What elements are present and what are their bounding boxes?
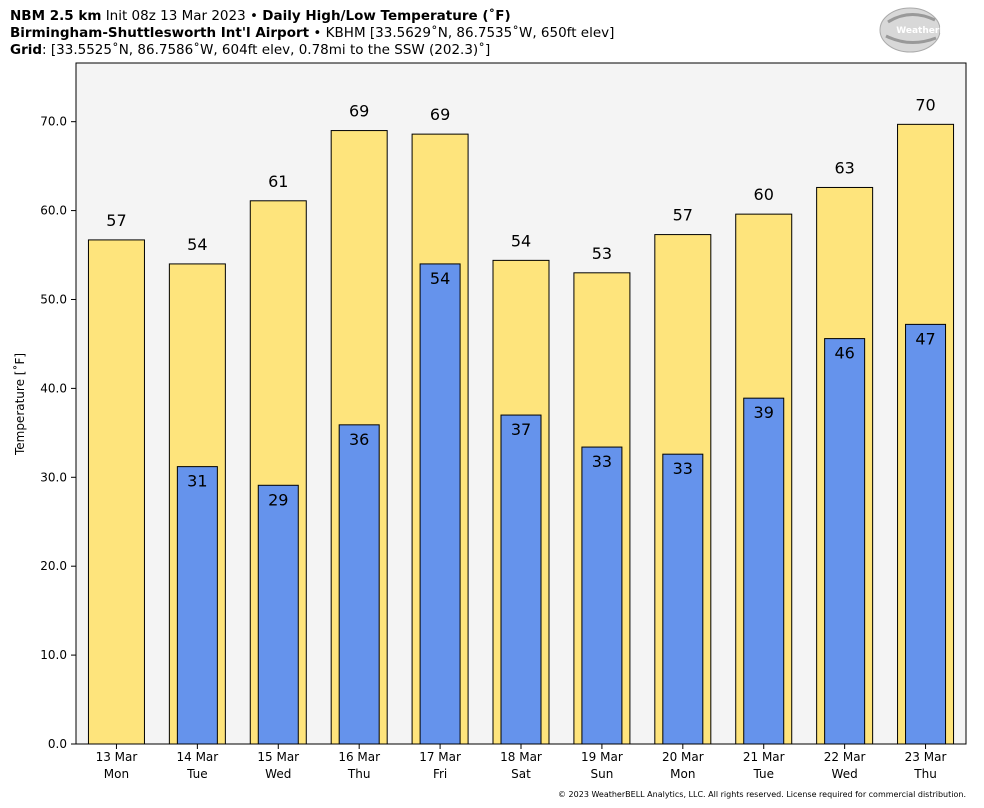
x-tick-sublabel: Mon [104,767,129,781]
grid-info: : [33.5525˚N, 86.7586˚W, 604ft elev, 0.7… [42,41,490,58]
value-label: 29 [268,490,288,509]
x-tick-label: 16 Mar [338,750,380,764]
copyright: © 2023 WeatherBELL Analytics, LLC. All r… [558,790,966,799]
x-tick-label: 19 Mar [581,750,623,764]
bar [662,453,704,745]
x-tick-label: 20 Mar [662,750,704,764]
bar [500,414,542,745]
value-label: 33 [592,452,612,471]
y-tick-label: 50.0 [40,292,67,306]
logo-swirl [885,13,937,44]
bar [419,263,461,745]
bar [338,424,380,745]
x-tick-label: 15 Mar [257,750,299,764]
x-tick-sublabel: Tue [752,767,774,781]
bar [87,239,145,745]
station-name: Birmingham-Shuttlesworth Int'l Airport [10,25,310,41]
value-label: 54 [511,231,531,250]
station-line: Birmingham-Shuttlesworth Int'l Airport •… [10,24,614,41]
value-label: 57 [673,206,693,225]
value-label: 39 [754,403,774,422]
model: NBM 2.5 km [10,8,101,24]
x-tick-label: 17 Mar [419,750,461,764]
value-label: 54 [187,235,207,254]
value-label: 69 [349,102,369,121]
value-label: 46 [834,344,854,363]
value-label: 60 [754,185,774,204]
y-tick-label: 30.0 [40,470,67,484]
grid-line-info: Grid: [33.5525˚N, 86.7586˚W, 604ft elev,… [10,41,490,58]
y-tick-label: 10.0 [40,648,67,662]
x-tick-label: 14 Mar [176,750,218,764]
chart-title: Daily High/Low Temperature (˚F) [262,7,510,24]
x-tick-sublabel: Mon [670,767,695,781]
x-tick-sublabel: Sun [590,767,613,781]
station: KBHM [33.5629˚N, 86.7535˚W, 650ft elev] [326,24,615,41]
bar [581,446,623,745]
separator: • [313,25,321,41]
x-tick-sublabel: Thu [347,767,371,781]
x-tick-sublabel: Wed [265,767,291,781]
y-tick-label: 20.0 [40,559,67,573]
y-tick-label: 60.0 [40,204,67,218]
x-tick-label: 22 Mar [824,750,866,764]
bar [743,397,785,745]
x-tick-label: 21 Mar [743,750,785,764]
x-tick-label: 13 Mar [96,750,138,764]
x-tick-sublabel: Fri [433,767,447,781]
x-tick-sublabel: Thu [913,767,937,781]
value-label: 63 [834,158,854,177]
logo-text: WeatherBELL [896,26,964,36]
y-axis-label: Temperature [˚F] [12,353,27,456]
separator: • [250,8,258,24]
value-label: 47 [915,329,935,348]
value-label: 33 [673,459,693,478]
init: Init 08z 13 Mar 2023 [106,8,246,24]
value-label: 36 [349,430,369,449]
x-tick-sublabel: Sat [511,767,531,781]
x-tick-label: 23 Mar [905,750,947,764]
y-tick-label: 70.0 [40,115,67,129]
bar [176,466,218,745]
value-label: 57 [106,211,126,230]
x-tick-sublabel: Tue [186,767,208,781]
bar [824,338,866,745]
x-tick-label: 18 Mar [500,750,542,764]
logo: WeatherBELL [879,7,964,53]
x-tick-sublabel: Wed [832,767,858,781]
value-label: 61 [268,172,288,191]
y-tick-label: 0.0 [48,737,67,751]
y-tick-label: 40.0 [40,381,67,395]
bar [905,323,947,745]
value-label: 31 [187,472,207,491]
bar [257,484,299,745]
chart-header: NBM 2.5 km Init 08z 13 Mar 2023 • Daily … [10,7,511,24]
value-label: 53 [592,244,612,263]
value-label: 37 [511,420,531,439]
value-label: 69 [430,105,450,124]
value-label: 70 [915,95,935,114]
grid-label: Grid [10,42,42,58]
value-label: 54 [430,269,450,288]
